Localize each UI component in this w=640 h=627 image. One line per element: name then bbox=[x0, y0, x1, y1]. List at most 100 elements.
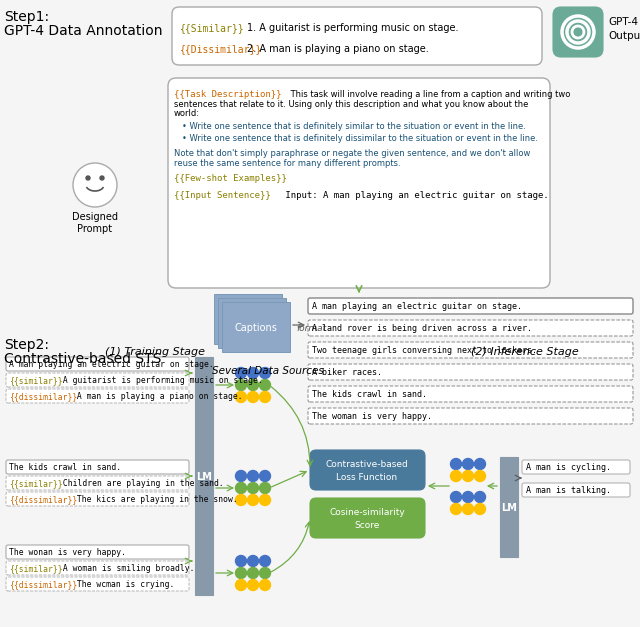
Text: Step2:: Step2: bbox=[4, 338, 49, 352]
FancyBboxPatch shape bbox=[6, 357, 189, 371]
Text: Two teenage girls conversing next to lockers.: Two teenage girls conversing next to loc… bbox=[312, 346, 537, 355]
FancyBboxPatch shape bbox=[522, 483, 630, 497]
Text: {{similar}}: {{similar}} bbox=[9, 564, 63, 573]
FancyBboxPatch shape bbox=[310, 450, 425, 490]
Circle shape bbox=[248, 379, 259, 391]
Bar bbox=[500, 457, 518, 557]
Circle shape bbox=[248, 391, 259, 403]
Circle shape bbox=[463, 470, 474, 482]
Text: The kids crawl in sand.: The kids crawl in sand. bbox=[9, 463, 121, 472]
Text: • Write one sentence that is definitely dissimilar to the situation or event in : • Write one sentence that is definitely … bbox=[182, 134, 538, 143]
Circle shape bbox=[259, 495, 271, 505]
FancyBboxPatch shape bbox=[6, 476, 189, 490]
Circle shape bbox=[236, 391, 246, 403]
FancyBboxPatch shape bbox=[553, 7, 603, 57]
Text: A man is playing a piano on stage.: A man is playing a piano on stage. bbox=[72, 392, 243, 401]
Circle shape bbox=[259, 470, 271, 482]
Text: Score: Score bbox=[355, 521, 380, 530]
Text: Note that don't simply paraphrase or negate the given sentence, and we don't all: Note that don't simply paraphrase or neg… bbox=[174, 149, 531, 158]
Circle shape bbox=[236, 567, 246, 579]
Bar bbox=[218, 298, 286, 348]
Text: This task will involve reading a line from a caption and writing two: This task will involve reading a line fr… bbox=[288, 90, 570, 99]
Text: The wcman is crying.: The wcman is crying. bbox=[72, 580, 174, 589]
Text: reuse the same sentence for many different prompts.: reuse the same sentence for many differe… bbox=[174, 159, 401, 168]
Circle shape bbox=[474, 470, 486, 482]
Circle shape bbox=[474, 492, 486, 502]
FancyBboxPatch shape bbox=[6, 492, 189, 506]
FancyBboxPatch shape bbox=[308, 386, 633, 402]
Text: format: format bbox=[296, 324, 326, 333]
Text: GPT-4 Data Annotation: GPT-4 Data Annotation bbox=[4, 24, 163, 38]
Text: {{dissimilar}}: {{dissimilar}} bbox=[9, 392, 77, 401]
Circle shape bbox=[451, 503, 461, 515]
Circle shape bbox=[463, 492, 474, 502]
Text: A man is cycling.: A man is cycling. bbox=[526, 463, 611, 472]
Circle shape bbox=[451, 470, 461, 482]
Text: {{dissimilar}}: {{dissimilar}} bbox=[9, 580, 77, 589]
Bar bbox=[214, 294, 282, 344]
FancyBboxPatch shape bbox=[6, 561, 189, 575]
Text: A land rover is being driven across a river.: A land rover is being driven across a ri… bbox=[312, 324, 532, 333]
Text: A man playing an electric guitar on stage.: A man playing an electric guitar on stag… bbox=[9, 360, 214, 369]
Circle shape bbox=[463, 458, 474, 470]
Text: Output: Output bbox=[608, 31, 640, 41]
Text: Cosine-similarity: Cosine-similarity bbox=[329, 508, 405, 517]
Text: The woman is very happy.: The woman is very happy. bbox=[312, 412, 432, 421]
FancyBboxPatch shape bbox=[172, 7, 542, 65]
Circle shape bbox=[236, 379, 246, 391]
Text: Captions: Captions bbox=[235, 323, 277, 333]
FancyBboxPatch shape bbox=[308, 298, 633, 314]
Circle shape bbox=[248, 483, 259, 493]
Text: (1) Training Stage: (1) Training Stage bbox=[105, 347, 205, 357]
Circle shape bbox=[236, 495, 246, 505]
Circle shape bbox=[259, 379, 271, 391]
FancyBboxPatch shape bbox=[522, 460, 630, 474]
Text: The kids crawl in sand.: The kids crawl in sand. bbox=[312, 390, 427, 399]
Circle shape bbox=[259, 367, 271, 379]
Circle shape bbox=[248, 367, 259, 379]
FancyBboxPatch shape bbox=[168, 78, 550, 288]
Circle shape bbox=[236, 556, 246, 567]
Text: {{similar}}: {{similar}} bbox=[9, 479, 63, 488]
Circle shape bbox=[463, 503, 474, 515]
Circle shape bbox=[451, 492, 461, 502]
Text: 1. A guitarist is performing music on stage.: 1. A guitarist is performing music on st… bbox=[247, 23, 458, 33]
FancyBboxPatch shape bbox=[308, 364, 633, 380]
FancyBboxPatch shape bbox=[6, 373, 189, 387]
Text: A woman is smiling broadly.: A woman is smiling broadly. bbox=[58, 564, 195, 573]
Text: Prompt: Prompt bbox=[77, 224, 113, 234]
Text: Contrastive-based STS: Contrastive-based STS bbox=[4, 352, 161, 366]
Bar bbox=[195, 357, 213, 595]
FancyBboxPatch shape bbox=[308, 320, 633, 336]
FancyBboxPatch shape bbox=[6, 460, 189, 474]
Circle shape bbox=[259, 391, 271, 403]
Circle shape bbox=[248, 579, 259, 591]
Circle shape bbox=[259, 579, 271, 591]
Text: LM: LM bbox=[196, 472, 212, 482]
Circle shape bbox=[259, 483, 271, 493]
Circle shape bbox=[100, 176, 104, 180]
FancyBboxPatch shape bbox=[310, 498, 425, 538]
Text: The wonan is very happy.: The wonan is very happy. bbox=[9, 548, 126, 557]
Text: The kics are playing in the snow.: The kics are playing in the snow. bbox=[72, 495, 237, 504]
FancyBboxPatch shape bbox=[308, 342, 633, 358]
Circle shape bbox=[259, 567, 271, 579]
FancyBboxPatch shape bbox=[6, 545, 189, 559]
Text: sentences that relate to it. Using only this description and what you know about: sentences that relate to it. Using only … bbox=[174, 100, 529, 109]
Text: {{Dissimilar}}: {{Dissimilar}} bbox=[180, 44, 262, 54]
Circle shape bbox=[86, 176, 90, 180]
Text: 2. A man is playing a piano on stage.: 2. A man is playing a piano on stage. bbox=[247, 44, 429, 54]
Circle shape bbox=[236, 579, 246, 591]
Text: (2) Inference Stage: (2) Inference Stage bbox=[471, 347, 579, 357]
FancyBboxPatch shape bbox=[6, 389, 189, 403]
Text: {{Few-shot Examples}}: {{Few-shot Examples}} bbox=[174, 174, 287, 183]
Circle shape bbox=[259, 556, 271, 567]
Circle shape bbox=[474, 503, 486, 515]
Text: Designed: Designed bbox=[72, 212, 118, 222]
FancyBboxPatch shape bbox=[6, 577, 189, 591]
Text: A man playing an electric guitar on stage.: A man playing an electric guitar on stag… bbox=[312, 302, 522, 311]
Text: world:: world: bbox=[174, 109, 200, 118]
Circle shape bbox=[248, 556, 259, 567]
FancyBboxPatch shape bbox=[308, 408, 633, 424]
Text: Step1:: Step1: bbox=[4, 10, 49, 24]
